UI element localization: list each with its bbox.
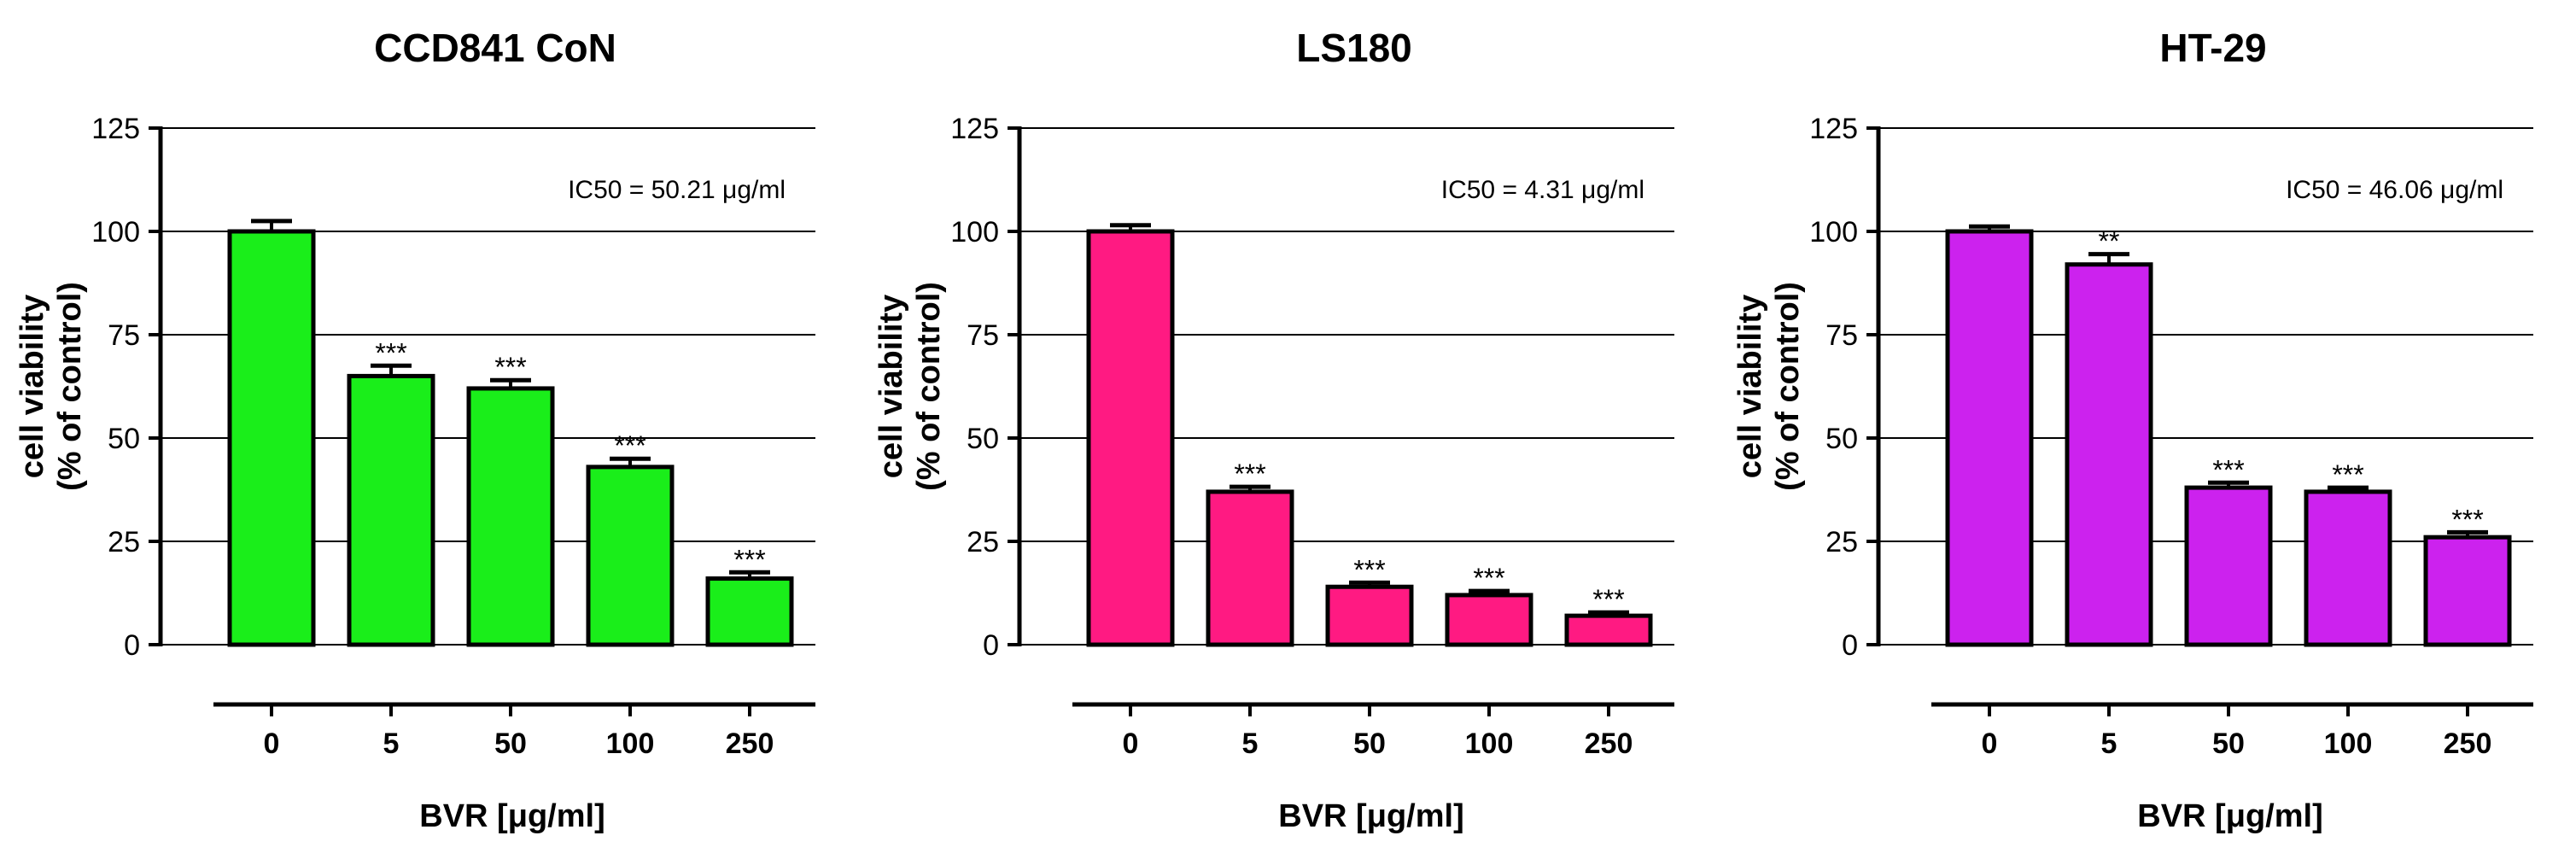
y-tick-label: 50	[1825, 423, 1858, 455]
bar	[1564, 613, 1653, 647]
y-tick-label: 0	[1842, 629, 1858, 662]
chart-title: LS180	[1296, 26, 1412, 70]
x-tick-label: 100	[2324, 728, 2373, 760]
bar	[586, 465, 675, 647]
significance-label: ***	[1473, 563, 1504, 593]
significance-label: ***	[1353, 554, 1385, 585]
y-tick-label: 75	[108, 319, 140, 352]
x-tick-label: 250	[2444, 728, 2492, 760]
bar	[1206, 489, 1294, 647]
chart-title: HT-29	[2159, 26, 2266, 70]
ic50-annotation: IC50 = 46.06 μg/ml	[2286, 176, 2503, 204]
bar	[2304, 489, 2392, 647]
x-tick-label: 50	[2212, 728, 2245, 760]
x-tick-label: 0	[1982, 728, 1998, 760]
bar	[347, 373, 435, 647]
y-axis-label-line2: (% of control)	[52, 282, 88, 491]
chart-panel-3: HT-29 0 25 50 75 100 125 cell viability (% of co…	[1718, 0, 2576, 855]
x-axis-label: BVR [μg/ml]	[2137, 798, 2322, 834]
y-tick-label: 50	[967, 423, 999, 455]
y-tick-label: 100	[950, 216, 999, 248]
significance-label: ***	[1592, 584, 1624, 615]
x-tick-label: 250	[726, 728, 774, 760]
bar	[1325, 584, 1414, 647]
bar	[2065, 262, 2153, 647]
y-tick-label: 100	[91, 216, 140, 248]
y-axis-label-line1: cell viability	[873, 295, 909, 478]
y-tick-label: 25	[108, 526, 140, 558]
significance-label: ***	[1234, 459, 1265, 489]
x-tick-label: 5	[1242, 728, 1259, 760]
significance-label: ***	[2332, 459, 2363, 490]
x-axis-label: BVR [μg/ml]	[419, 798, 605, 834]
significance-label: ***	[494, 352, 526, 383]
x-tick-label: 250	[1585, 728, 1633, 760]
x-tick-label: 0	[264, 728, 280, 760]
y-tick-label: 125	[950, 113, 999, 145]
y-tick-label: 0	[983, 629, 999, 662]
y-tick-label: 100	[1809, 216, 1858, 248]
y-axis-label-line2: (% of control)	[911, 282, 947, 491]
y-tick-label: 125	[91, 113, 140, 145]
y-axis-label-line1: cell viability	[15, 295, 50, 478]
significance-label: ***	[2451, 504, 2483, 535]
bar	[1086, 229, 1175, 647]
x-tick-label: 0	[1123, 728, 1139, 760]
x-axis-label: BVR [μg/ml]	[1278, 798, 1463, 834]
y-axis-label-line2: (% of control)	[1770, 282, 1806, 491]
y-tick-label: 0	[124, 629, 140, 662]
x-tick-label: 50	[494, 728, 527, 760]
ic50-annotation: IC50 = 50.21 μg/ml	[568, 176, 786, 204]
significance-label: ***	[2212, 454, 2244, 485]
x-tick-label: 100	[606, 728, 655, 760]
chart-panel-1: CCD841 CoN 0 25 50 75 100 125 cell viability (% …	[0, 0, 858, 855]
x-tick-label: 5	[383, 728, 400, 760]
bar	[227, 229, 316, 647]
chart-title: CCD841 CoN	[374, 26, 616, 70]
bar	[2184, 485, 2273, 647]
ic50-annotation: IC50 = 4.31 μg/ml	[1441, 176, 1644, 204]
y-axis-label-line1: cell viability	[1732, 295, 1768, 478]
significance-label: ***	[375, 337, 406, 368]
bar	[466, 386, 555, 647]
significance-label: ***	[733, 544, 765, 575]
y-tick-label: 75	[967, 319, 999, 352]
x-tick-label: 100	[1465, 728, 1514, 760]
x-tick-label: 50	[1353, 728, 1386, 760]
y-tick-label: 50	[108, 423, 140, 455]
y-tick-label: 25	[967, 526, 999, 558]
x-tick-label: 5	[2101, 728, 2117, 760]
y-tick-label: 125	[1809, 113, 1858, 145]
bar	[1445, 593, 1533, 647]
y-tick-label: 75	[1825, 319, 1858, 352]
bar	[705, 576, 794, 647]
y-tick-label: 25	[1825, 526, 1858, 558]
significance-label: ***	[614, 430, 645, 461]
chart-panel-2: LS180 0 25 50 75 100 125 cell viability (% of co…	[859, 0, 1717, 855]
significance-label: **	[2099, 226, 2120, 257]
bar	[2423, 535, 2512, 647]
bar	[1945, 229, 2034, 647]
